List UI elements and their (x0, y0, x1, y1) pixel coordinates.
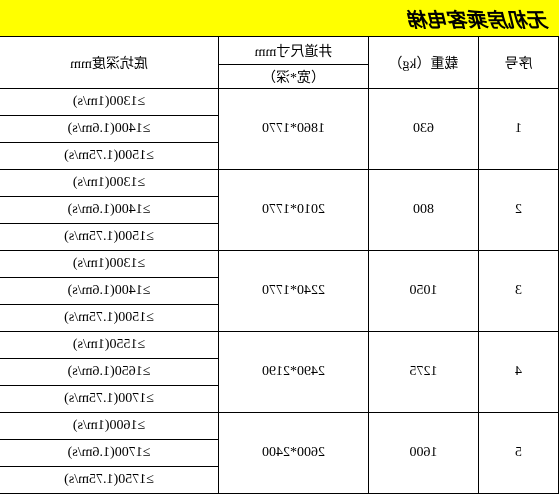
table-row: 1 630 1860*1770 ≥1300(1m/s) (0, 89, 559, 116)
cell-pit: ≥1700(1.6m/s) (0, 440, 219, 467)
header-shaft-main: 井道尺寸mm (219, 37, 369, 65)
cell-pit: ≥1400(1.6m/s) (0, 278, 219, 305)
cell-load: 1600 (369, 413, 479, 494)
cell-seq: 3 (479, 251, 559, 332)
cell-pit: ≥1500(1.75m/s) (0, 224, 219, 251)
cell-load: 1275 (369, 332, 479, 413)
cell-pit: ≥1650(1.6m/s) (0, 359, 219, 386)
cell-seq: 1 (479, 89, 559, 170)
cell-pit: ≥1500(1.75m/s) (0, 305, 219, 332)
table-row: 4 1275 2490*2190 ≥1550(1m/s) (0, 332, 559, 359)
cell-load: 800 (369, 170, 479, 251)
cell-load: 1050 (369, 251, 479, 332)
cell-pit: ≥1600(1m/s) (0, 413, 219, 440)
cell-shaft: 2600*2400 (219, 413, 369, 494)
cell-pit: ≥1750(1.75m/s) (0, 467, 219, 494)
cell-pit: ≥1400(1.6m/s) (0, 197, 219, 224)
cell-shaft: 2240*1770 (219, 251, 369, 332)
cell-pit: ≥1300(1m/s) (0, 251, 219, 278)
header-seq: 序号 (479, 37, 559, 89)
header-pit: 底坑深度mm (0, 37, 219, 89)
cell-seq: 5 (479, 413, 559, 494)
cell-load: 630 (369, 89, 479, 170)
header-shaft-sub: （宽*深） (219, 65, 369, 89)
cell-pit: ≥1400(1.6m/s) (0, 116, 219, 143)
cell-pit: ≥1300(1m/s) (0, 89, 219, 116)
cell-seq: 2 (479, 170, 559, 251)
cell-shaft: 2490*2190 (219, 332, 369, 413)
cell-pit: ≥1550(1m/s) (0, 332, 219, 359)
cell-pit: ≥1500(1.75m/s) (0, 143, 219, 170)
cell-shaft: 1860*1770 (219, 89, 369, 170)
cell-shaft: 2010*1770 (219, 170, 369, 251)
table-row: 5 1600 2600*2400 ≥1600(1m/s) (0, 413, 559, 440)
table-row: 3 1050 2240*1770 ≥1300(1m/s) (0, 251, 559, 278)
table-title: 无机房乘客电梯 (0, 0, 559, 36)
cell-pit: ≥1700(1.75m/s) (0, 386, 219, 413)
elevator-spec-table: 序号 载重（kg） 井道尺寸mm 底坑深度mm （宽*深） 1 630 1860… (0, 36, 559, 494)
cell-pit: ≥1300(1m/s) (0, 170, 219, 197)
header-load: 载重（kg） (369, 37, 479, 89)
table-header-row: 序号 载重（kg） 井道尺寸mm 底坑深度mm (0, 37, 559, 65)
table-row: 2 800 2010*1770 ≥1300(1m/s) (0, 170, 559, 197)
cell-seq: 4 (479, 332, 559, 413)
